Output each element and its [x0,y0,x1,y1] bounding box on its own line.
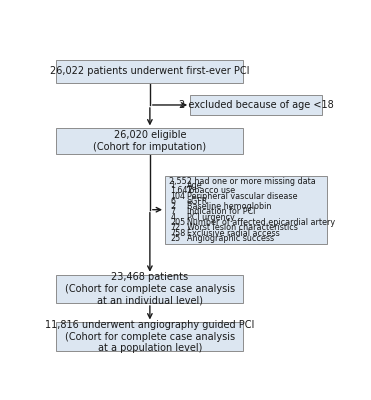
Text: 2,552 had one or more missing data: 2,552 had one or more missing data [169,177,316,186]
Text: Angiographic success: Angiographic success [187,234,274,243]
Text: 4: 4 [170,213,175,222]
Text: 26,020 eligible
(Cohort for imputation): 26,020 eligible (Cohort for imputation) [93,130,206,152]
Text: 104: 104 [170,192,185,200]
Text: Baseline hemoglobin: Baseline hemoglobin [187,202,271,211]
Text: 6: 6 [170,197,175,206]
Text: 758: 758 [170,229,186,238]
Text: eGFR: eGFR [187,197,208,206]
Text: 1,642: 1,642 [170,186,193,195]
Text: Age: Age [187,181,202,190]
FancyBboxPatch shape [56,128,243,154]
Text: Number of affected epicardial artery: Number of affected epicardial artery [187,218,335,227]
Text: 25: 25 [170,234,180,243]
Text: Tobacco use: Tobacco use [187,186,236,195]
Text: Worst lesion characteristics: Worst lesion characteristics [187,224,298,232]
Text: 23,468 patients
(Cohort for complete case analysis
at an individual level): 23,468 patients (Cohort for complete cas… [65,272,235,306]
FancyBboxPatch shape [190,95,322,115]
Text: Peripheral vascular disease: Peripheral vascular disease [187,192,297,200]
Text: 2: 2 [170,202,175,211]
Text: 1: 1 [170,181,175,190]
FancyBboxPatch shape [165,176,328,244]
Text: 205: 205 [170,218,186,227]
Text: 72: 72 [170,224,180,232]
Text: 11,816 underwent angiography guided PCI
(Cohort for complete case analysis
at a : 11,816 underwent angiography guided PCI … [45,320,255,353]
FancyBboxPatch shape [56,322,243,351]
FancyBboxPatch shape [56,60,243,83]
Text: 7: 7 [170,208,175,216]
Text: Exclusive radial access: Exclusive radial access [187,229,279,238]
Text: 26,022 patients underwent first-ever PCI: 26,022 patients underwent first-ever PCI [50,66,250,76]
FancyBboxPatch shape [56,275,243,303]
Text: 2 excluded because of age <18: 2 excluded because of age <18 [179,100,334,110]
Text: Indication for PCI: Indication for PCI [187,208,255,216]
Text: PCI urgency: PCI urgency [187,213,234,222]
